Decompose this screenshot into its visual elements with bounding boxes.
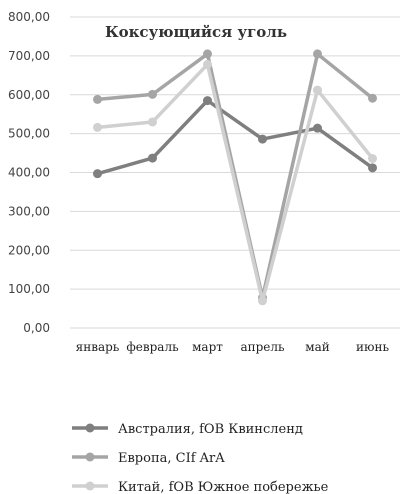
y-tick-label: 100,00 bbox=[8, 282, 50, 296]
legend-label: Европа, CIf ArA bbox=[118, 451, 225, 466]
data-point bbox=[93, 169, 102, 179]
data-point bbox=[313, 85, 322, 95]
legend-item: Австралия, fOB Квинсленд bbox=[72, 422, 303, 437]
x-tick-label: май bbox=[305, 340, 330, 354]
y-tick-label: 300,00 bbox=[8, 204, 50, 218]
x-tick-label: июнь bbox=[356, 340, 389, 354]
x-tick-label: январь bbox=[76, 340, 120, 354]
data-point bbox=[313, 123, 322, 133]
data-point bbox=[148, 153, 157, 163]
x-axis-ticks: январь февраль март апрель май июнь bbox=[76, 340, 390, 354]
data-point bbox=[148, 89, 157, 99]
data-point bbox=[368, 154, 377, 164]
data-point bbox=[203, 96, 212, 106]
data-point bbox=[93, 94, 102, 104]
data-point bbox=[203, 49, 212, 59]
data-point bbox=[313, 49, 322, 59]
series-line bbox=[97, 98, 374, 176]
y-tick-label: 700,00 bbox=[8, 49, 50, 63]
x-tick-label: март bbox=[192, 340, 223, 354]
series-1 bbox=[93, 96, 377, 179]
y-tick-label: 600,00 bbox=[8, 88, 50, 102]
data-point bbox=[148, 117, 157, 127]
x-tick-label: февраль bbox=[126, 340, 179, 354]
data-point bbox=[203, 59, 212, 69]
series-3 bbox=[93, 59, 377, 306]
data-point bbox=[258, 296, 267, 306]
data-point bbox=[368, 163, 377, 173]
y-tick-label: 200,00 bbox=[8, 243, 50, 257]
y-tick-label: 400,00 bbox=[8, 166, 50, 180]
data-point bbox=[93, 122, 102, 132]
legend-item: Китай, fOB Южное побережье bbox=[72, 480, 329, 494]
y-tick-label: 0,00 bbox=[23, 321, 50, 335]
data-point bbox=[368, 93, 377, 103]
legend-label: Австралия, fOB Квинсленд bbox=[118, 422, 303, 437]
y-tick-label: 500,00 bbox=[8, 127, 50, 141]
legend-label: Китай, fOB Южное побережье bbox=[118, 480, 329, 494]
data-point bbox=[258, 134, 267, 144]
x-tick-label: апрель bbox=[240, 340, 285, 354]
series-line bbox=[97, 62, 374, 303]
legend-marker bbox=[85, 452, 95, 462]
legend-marker bbox=[85, 423, 95, 433]
series-lines bbox=[93, 49, 377, 306]
legend-item: Европа, CIf ArA bbox=[72, 451, 225, 466]
legend-marker bbox=[85, 481, 95, 491]
y-tick-label: 800,00 bbox=[8, 10, 50, 24]
legend: Австралия, fOB Квинсленд Европа, CIf ArA К… bbox=[72, 422, 329, 494]
y-axis-ticks: 0,00 100,00 200,00 300,00 400,00 500,00 600,00… bbox=[8, 10, 50, 335]
chart-title: Коксующийся уголь bbox=[105, 23, 287, 41]
